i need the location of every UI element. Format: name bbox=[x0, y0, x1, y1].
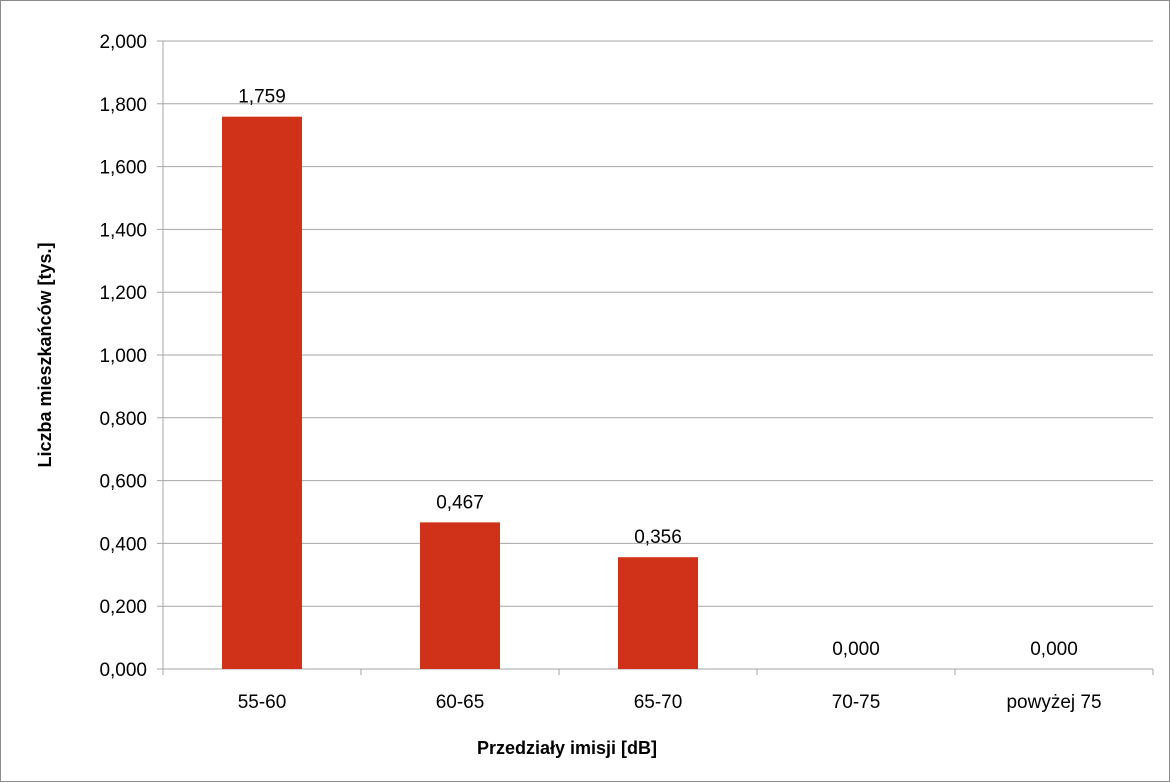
y-tick-label: 1,400 bbox=[99, 220, 147, 241]
y-tick-label: 0,800 bbox=[99, 409, 147, 430]
x-axis-title: Przedziały imisji [dB] bbox=[477, 738, 657, 758]
y-tick-label: 1,000 bbox=[99, 346, 147, 367]
bar-55-60 bbox=[222, 116, 302, 669]
y-tick-label: 2,000 bbox=[99, 32, 147, 53]
x-tick-label: 60-65 bbox=[436, 692, 485, 713]
bars bbox=[222, 116, 698, 669]
y-tick-label: 0,400 bbox=[99, 534, 147, 555]
data-label: 1,759 bbox=[238, 87, 286, 108]
y-tick-label: 1,200 bbox=[99, 283, 147, 304]
y-tick-label: 0,000 bbox=[99, 660, 147, 681]
data-label: 0,467 bbox=[436, 492, 484, 513]
y-tick-label: 1,600 bbox=[99, 158, 147, 179]
y-tick-label: 1,800 bbox=[99, 95, 147, 116]
y-axis-title: Liczba mieszkańców [tys.] bbox=[35, 242, 55, 467]
bar-60-65 bbox=[420, 522, 500, 669]
x-tick-label: 70-75 bbox=[832, 692, 881, 713]
x-tick-label: powyżej 75 bbox=[1006, 692, 1101, 713]
data-label: 0,356 bbox=[634, 527, 682, 548]
data-labels: 1,759 0,467 0,356 0,000 0,000 bbox=[238, 87, 1078, 660]
data-label: 0,000 bbox=[832, 639, 880, 660]
y-tick-label: 0,200 bbox=[99, 597, 147, 618]
data-label: 0,000 bbox=[1030, 639, 1078, 660]
x-tick-label: 65-70 bbox=[634, 692, 683, 713]
y-tick-label: 0,600 bbox=[99, 472, 147, 493]
gridlines bbox=[157, 40, 1154, 675]
bar-65-70 bbox=[618, 557, 698, 669]
x-tick-label: 55-60 bbox=[238, 692, 287, 713]
y-axis-ticks: 0,000 0,200 0,400 0,600 0,800 1,000 1,200 1,400… bbox=[99, 32, 147, 681]
x-axis-ticks: 55-60 60-65 65-70 70-75 powyżej 75 bbox=[238, 692, 1102, 713]
